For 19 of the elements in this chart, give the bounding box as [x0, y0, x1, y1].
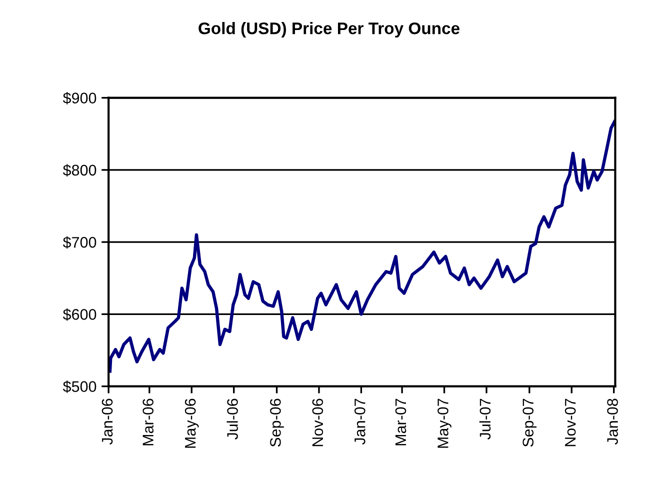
- x-tick-label: Jul-06: [226, 398, 238, 440]
- x-tick-label: Jul-07: [479, 398, 491, 440]
- x-tick-label: Jan-08: [607, 398, 618, 445]
- x-tick-label: Jan-07: [354, 398, 366, 445]
- x-tick-label: Sep-07: [522, 398, 537, 447]
- y-tick-label: $800: [62, 164, 96, 177]
- y-tick-label: $500: [62, 380, 96, 393]
- x-tick-label: May-07: [438, 398, 452, 448]
- x-tick-label: Mar-06: [142, 398, 154, 446]
- x-tick-label: Nov-07: [564, 398, 576, 446]
- y-tick-label: $900: [62, 92, 96, 104]
- x-tick-label: Sep-06: [270, 398, 284, 447]
- x-tick-label: Mar-07: [395, 398, 406, 446]
- x-tick-label: Jan-06: [102, 398, 113, 445]
- x-tick-label: Nov-06: [312, 398, 324, 446]
- y-tick-label: $700: [62, 236, 96, 249]
- x-tick-label: May-06: [184, 398, 199, 448]
- chart-title: Gold (USD) Price Per Troy Ounce: [198, 22, 460, 38]
- y-tick-label: $600: [62, 308, 96, 321]
